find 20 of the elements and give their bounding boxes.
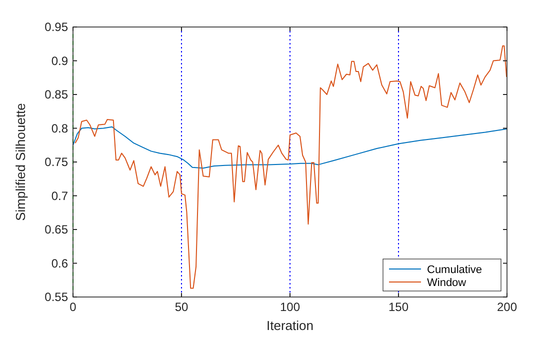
y-tick-label: 0.95	[44, 20, 68, 34]
x-tick-label: 150	[388, 300, 409, 314]
legend-label: Window	[427, 276, 466, 289]
line-series	[72, 126, 508, 169]
x-tick-label: 0	[70, 300, 77, 314]
y-tick-label: 0.65	[44, 222, 68, 237]
y-tick-label: 0.55	[44, 290, 68, 304]
y-tick-label: 0.75	[44, 155, 68, 170]
x-axis-title: Iteration	[266, 318, 314, 333]
y-tick-label: 0.6	[51, 256, 68, 270]
y-tick-label: 0.8	[51, 121, 68, 136]
x-tick-label: 100	[280, 300, 300, 314]
line-series	[74, 45, 508, 289]
legend-label: Cumulative	[427, 264, 482, 276]
y-axis-title: Simplified Silhouette	[13, 103, 28, 221]
y-tick-label: 0.9	[51, 54, 68, 68]
x-tick-label: 200	[496, 300, 518, 314]
y-tick-label: 0.7	[51, 188, 68, 203]
y-tick-label: 0.85	[44, 88, 68, 102]
x-tick-label: 50	[174, 300, 188, 314]
